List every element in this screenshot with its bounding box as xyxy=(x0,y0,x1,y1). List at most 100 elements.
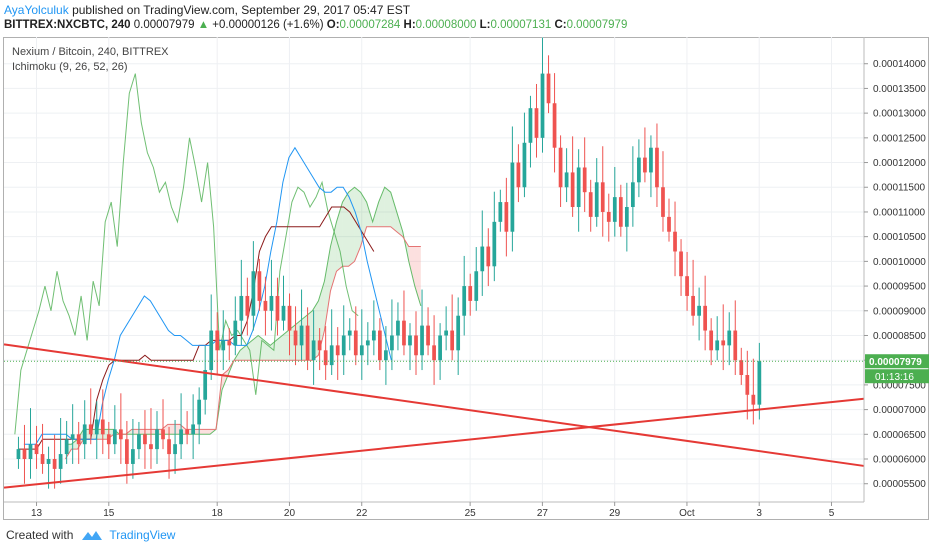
candle-body xyxy=(534,108,539,138)
candle-body xyxy=(64,439,69,455)
candle-body xyxy=(504,202,509,232)
candle-body xyxy=(655,147,659,188)
publish-info: AyaYolculuk published on TradingView.com… xyxy=(4,3,410,17)
close-label: C: xyxy=(554,19,567,31)
candle-body xyxy=(269,295,274,311)
candle-body xyxy=(167,439,171,455)
lagging-span xyxy=(14,73,359,435)
last-price: 0.00007979 xyxy=(133,19,195,31)
y-tick-label: 0.00009500 xyxy=(873,282,926,293)
candle-body xyxy=(420,325,424,356)
tradingview-link[interactable]: TradingView xyxy=(109,528,176,542)
y-tick-label: 0.00005500 xyxy=(873,479,926,490)
y-tick-label: 0.00007500 xyxy=(873,380,926,391)
candle-body xyxy=(323,350,328,366)
candle-body xyxy=(173,444,177,455)
cloud-segment xyxy=(408,246,415,287)
candle-body xyxy=(426,325,430,346)
candle-body xyxy=(118,429,123,440)
candle-body xyxy=(371,330,376,341)
candle-body xyxy=(335,345,340,356)
x-tick-label: 5 xyxy=(829,508,835,519)
y-tick-label: 0.00008500 xyxy=(873,331,926,342)
candle-body xyxy=(52,459,57,469)
candle-body xyxy=(715,340,720,351)
candle-body xyxy=(76,434,81,445)
x-tick-label: Oct xyxy=(679,508,695,519)
candle-body xyxy=(112,429,117,445)
candle-body xyxy=(353,330,358,356)
candle-body xyxy=(618,197,623,227)
candle-body xyxy=(28,444,33,460)
candle-body xyxy=(643,157,647,173)
cloud-segment xyxy=(324,246,331,331)
y-tick-label: 0.00011500 xyxy=(873,183,926,194)
candle-body xyxy=(600,182,605,212)
candle-body xyxy=(245,295,250,316)
candle-body xyxy=(462,286,467,316)
candle-body xyxy=(341,335,346,356)
candle-body xyxy=(739,360,744,376)
candle-body xyxy=(239,295,244,321)
candle-body xyxy=(582,167,587,193)
candle-body xyxy=(438,335,442,361)
candle-body xyxy=(143,434,147,445)
candle-body xyxy=(679,251,683,277)
footer: Created with TradingView xyxy=(6,528,175,542)
candle-body xyxy=(757,361,762,405)
candle-body xyxy=(630,182,635,208)
cloud-segment xyxy=(378,187,385,227)
candle-body xyxy=(402,320,406,346)
candle-body xyxy=(733,330,738,361)
open-label: O: xyxy=(326,19,340,31)
y-tick-label: 0.00006500 xyxy=(873,430,926,441)
y-tick-label: 0.00006000 xyxy=(873,455,926,466)
change-value: +0.00000126 (+1.6%) xyxy=(212,19,324,31)
y-tick-label: 0.00014000 xyxy=(873,59,926,70)
candle-body xyxy=(594,182,599,217)
candle-body xyxy=(450,330,455,351)
x-tick-label: 27 xyxy=(537,508,549,519)
candle-body xyxy=(305,325,310,361)
candle-body xyxy=(703,305,708,331)
x-tick-label: 20 xyxy=(284,508,296,519)
candle-body xyxy=(215,330,220,351)
candle-body xyxy=(727,330,732,346)
countdown-tag xyxy=(865,369,929,384)
author-link[interactable]: AyaYolculuk xyxy=(4,3,69,17)
candle-body xyxy=(329,345,334,366)
symbol-info: BITTREX:NXCBTC, 240 0.00007979 ▲ +0.0000… xyxy=(4,19,627,31)
candle-body xyxy=(661,187,665,217)
created-with-text: Created with xyxy=(6,528,74,542)
y-tick-label: 0.00013500 xyxy=(873,84,926,95)
candle-body xyxy=(751,394,756,405)
candle-body xyxy=(293,330,298,346)
x-tick-label: 29 xyxy=(609,508,621,519)
candle-body xyxy=(612,197,617,222)
candle-body xyxy=(125,439,129,464)
candle-body xyxy=(576,167,581,208)
y-tick-label: 0.00012000 xyxy=(873,158,926,169)
candle-body xyxy=(365,340,370,346)
candle-body xyxy=(281,305,286,321)
candle-body xyxy=(474,271,479,301)
candle-body xyxy=(275,295,280,321)
candle-body xyxy=(106,434,111,445)
candle-body xyxy=(540,73,545,138)
candle-body xyxy=(444,330,448,336)
candle-body xyxy=(667,216,671,232)
candle-body xyxy=(745,375,750,395)
candle-body xyxy=(299,325,304,346)
trendlines xyxy=(3,343,865,489)
candle-body xyxy=(432,345,436,361)
high-label: H: xyxy=(403,19,416,31)
candle-body xyxy=(58,454,63,469)
symbol-label: BITTREX:NXCBTC, 240 xyxy=(4,19,131,31)
candle-body xyxy=(384,350,388,361)
cloud-segment xyxy=(282,330,289,361)
candle-body xyxy=(257,271,262,301)
y-tick-label: 0.00013000 xyxy=(873,109,926,120)
candle-body xyxy=(709,330,714,351)
candle-body xyxy=(691,295,695,316)
